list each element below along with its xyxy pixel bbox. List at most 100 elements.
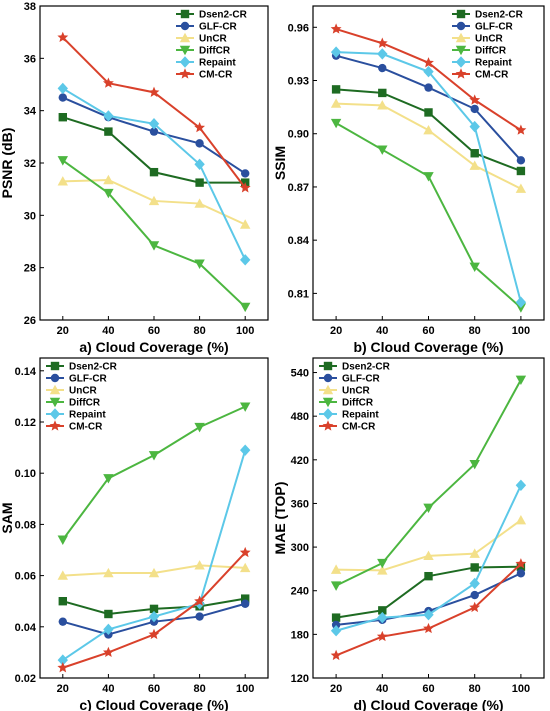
data-point	[57, 176, 68, 186]
y-tick-label: 0.93	[288, 76, 309, 88]
data-point	[330, 46, 342, 58]
data-point	[148, 195, 160, 206]
y-tick-label: 0.12	[15, 417, 36, 429]
data-point	[194, 158, 205, 171]
data-point	[330, 564, 342, 574]
y-tick-label: 0.90	[288, 129, 309, 141]
y-tick-label: 180	[291, 629, 309, 641]
legend-marker	[180, 21, 190, 31]
data-point	[469, 120, 480, 133]
data-point	[103, 567, 114, 578]
data-point	[424, 108, 433, 117]
y-tick-label: 0.06	[15, 571, 36, 583]
legend-marker	[49, 408, 61, 420]
y-tick-label: 28	[24, 263, 36, 275]
data-point	[195, 139, 204, 148]
x-tick-label: 60	[422, 325, 434, 337]
legend-marker	[49, 384, 61, 395]
legend-label: Dsen2-CR	[475, 10, 524, 21]
y-tick-label: 0.87	[288, 182, 309, 194]
data-point	[58, 93, 67, 102]
legend-marker	[50, 361, 60, 371]
legend-label: Dsen2-CR	[342, 362, 391, 373]
legend-marker	[179, 45, 191, 56]
data-point	[423, 172, 434, 182]
x-axis-title: d) Cloud Coverage (%)	[353, 697, 503, 711]
data-point	[241, 599, 250, 608]
data-point	[516, 166, 526, 176]
legend-marker	[322, 408, 334, 420]
y-tick-label: 30	[24, 210, 36, 222]
legend-marker	[179, 32, 191, 43]
x-tick-label: 40	[102, 325, 114, 337]
data-point	[148, 628, 160, 640]
data-point	[424, 83, 433, 92]
data-point	[102, 77, 114, 88]
data-point	[240, 562, 251, 573]
data-point	[469, 160, 480, 170]
legend-label: GLF-CR	[475, 22, 514, 33]
data-point	[331, 620, 341, 630]
data-point	[376, 630, 388, 642]
y-tick-label: 360	[291, 498, 309, 510]
data-point	[57, 662, 69, 673]
data-point	[57, 654, 68, 666]
data-point	[515, 303, 527, 313]
data-point	[376, 37, 388, 48]
x-tick-label: 100	[512, 325, 530, 337]
data-point	[331, 613, 341, 622]
legend-label: GLF-CR	[199, 22, 238, 33]
data-point	[195, 178, 204, 187]
data-point	[57, 31, 69, 43]
data-point	[240, 254, 251, 266]
x-tick-label: 20	[57, 325, 69, 337]
data-point	[470, 149, 479, 158]
legend-label: UnCR	[342, 386, 371, 397]
data-point	[378, 88, 387, 98]
data-point	[423, 609, 434, 621]
data-point	[149, 167, 159, 177]
data-point	[239, 182, 251, 193]
x-tick-label: 80	[193, 683, 205, 695]
y-tick-label: 0.10	[15, 468, 36, 480]
data-point	[148, 86, 160, 97]
data-point	[423, 57, 434, 68]
legend-marker	[49, 397, 61, 408]
data-point	[104, 609, 113, 619]
data-point	[470, 563, 479, 572]
y-tick-label: 480	[291, 411, 309, 423]
data-point	[104, 127, 113, 136]
data-point	[195, 612, 204, 621]
data-point	[103, 474, 114, 484]
legend-marker	[322, 420, 334, 431]
data-point	[515, 558, 527, 569]
data-point	[58, 113, 67, 122]
x-tick-label: 80	[469, 325, 481, 337]
data-point	[148, 241, 160, 251]
legend-label: Repaint	[69, 410, 106, 421]
y-tick-label: 0.14	[15, 366, 37, 378]
y-tick-label: 36	[24, 53, 36, 65]
data-point	[469, 459, 480, 470]
legend-label: GLF-CR	[69, 374, 108, 385]
legend-label: Repaint	[342, 410, 379, 421]
data-point	[377, 100, 388, 110]
legend-marker	[180, 9, 190, 19]
data-point	[241, 169, 250, 178]
legend-label: DiffCR	[199, 46, 231, 57]
data-point	[515, 183, 527, 193]
legend-label: Repaint	[199, 58, 236, 69]
y-tick-label: 0.04	[15, 622, 37, 634]
data-point	[377, 558, 388, 569]
legend-marker	[50, 373, 60, 383]
data-point	[515, 514, 527, 525]
data-point	[148, 118, 160, 130]
data-point	[516, 569, 526, 578]
x-tick-label: 60	[148, 325, 160, 337]
y-tick-label: 0.84	[288, 235, 310, 247]
data-point	[102, 646, 114, 658]
x-tick-label: 80	[469, 683, 481, 695]
x-tick-label: 100	[512, 683, 530, 695]
legend-label: CM-CR	[69, 422, 103, 433]
